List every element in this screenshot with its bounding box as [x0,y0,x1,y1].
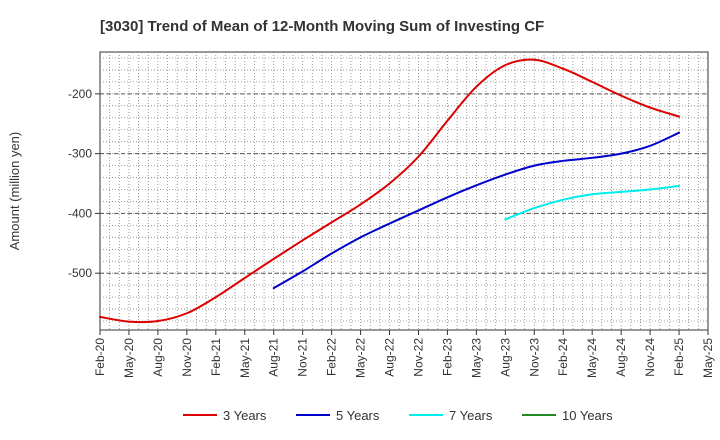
series-layer [99,58,681,324]
legend-label-5-years: 5 Years [336,408,380,423]
x-tick-label: Feb-25 [672,338,686,376]
x-tick-label: Nov-22 [411,338,425,377]
plot-frame [99,51,709,331]
x-tick-label: Aug-23 [498,338,512,377]
x-tick-label: Feb-23 [440,338,454,376]
x-tick-label: Aug-20 [151,338,165,377]
x-tick-label: Aug-21 [267,338,281,377]
y-tick-label: -200 [68,87,92,101]
series-line-3-years [99,58,681,324]
x-tick-label: Feb-21 [209,338,223,376]
y-axis-label: Amount (million yen) [7,132,22,251]
x-tick-label: May-24 [585,338,599,378]
x-tick-label: Nov-23 [527,338,541,377]
x-tick-label: May-23 [469,338,483,378]
legend-label-7-years: 7 Years [449,408,493,423]
x-tick-label: Nov-20 [180,338,194,377]
y-tick-label: -300 [68,147,92,161]
chart-title: [3030] Trend of Mean of 12-Month Moving … [100,18,544,35]
x-axis-ticks: Feb-20 May-20 Aug-20 Nov-20 Feb-21 May-21 Aug-… [93,330,715,378]
x-tick-label: May-21 [238,338,252,378]
series-line-5-years [272,131,681,290]
x-tick-label: Nov-21 [296,338,310,377]
y-tick-label: -400 [68,206,92,220]
legend-label-10-years: 10 Years [562,408,613,423]
series-line-7-years [504,184,681,221]
x-tick-label: Feb-22 [325,338,339,376]
x-tick-label: May-25 [701,338,715,378]
y-tick-label: -500 [68,266,92,280]
x-tick-label: Feb-24 [556,338,570,376]
x-tick-label: Aug-24 [614,338,628,377]
y-axis-ticks: -200 -300 -400 -500 [68,87,100,280]
x-tick-label: Nov-24 [643,338,657,377]
x-tick-label: Aug-22 [383,338,397,377]
plot-area [99,51,709,331]
x-tick-label: Feb-20 [93,338,107,376]
x-tick-label: May-20 [122,338,136,378]
grid-lines [100,52,708,330]
legend: 3 Years 5 Years 7 Years 10 Years [183,408,613,423]
x-tick-label: May-22 [354,338,368,378]
legend-label-3-years: 3 Years [223,408,267,423]
